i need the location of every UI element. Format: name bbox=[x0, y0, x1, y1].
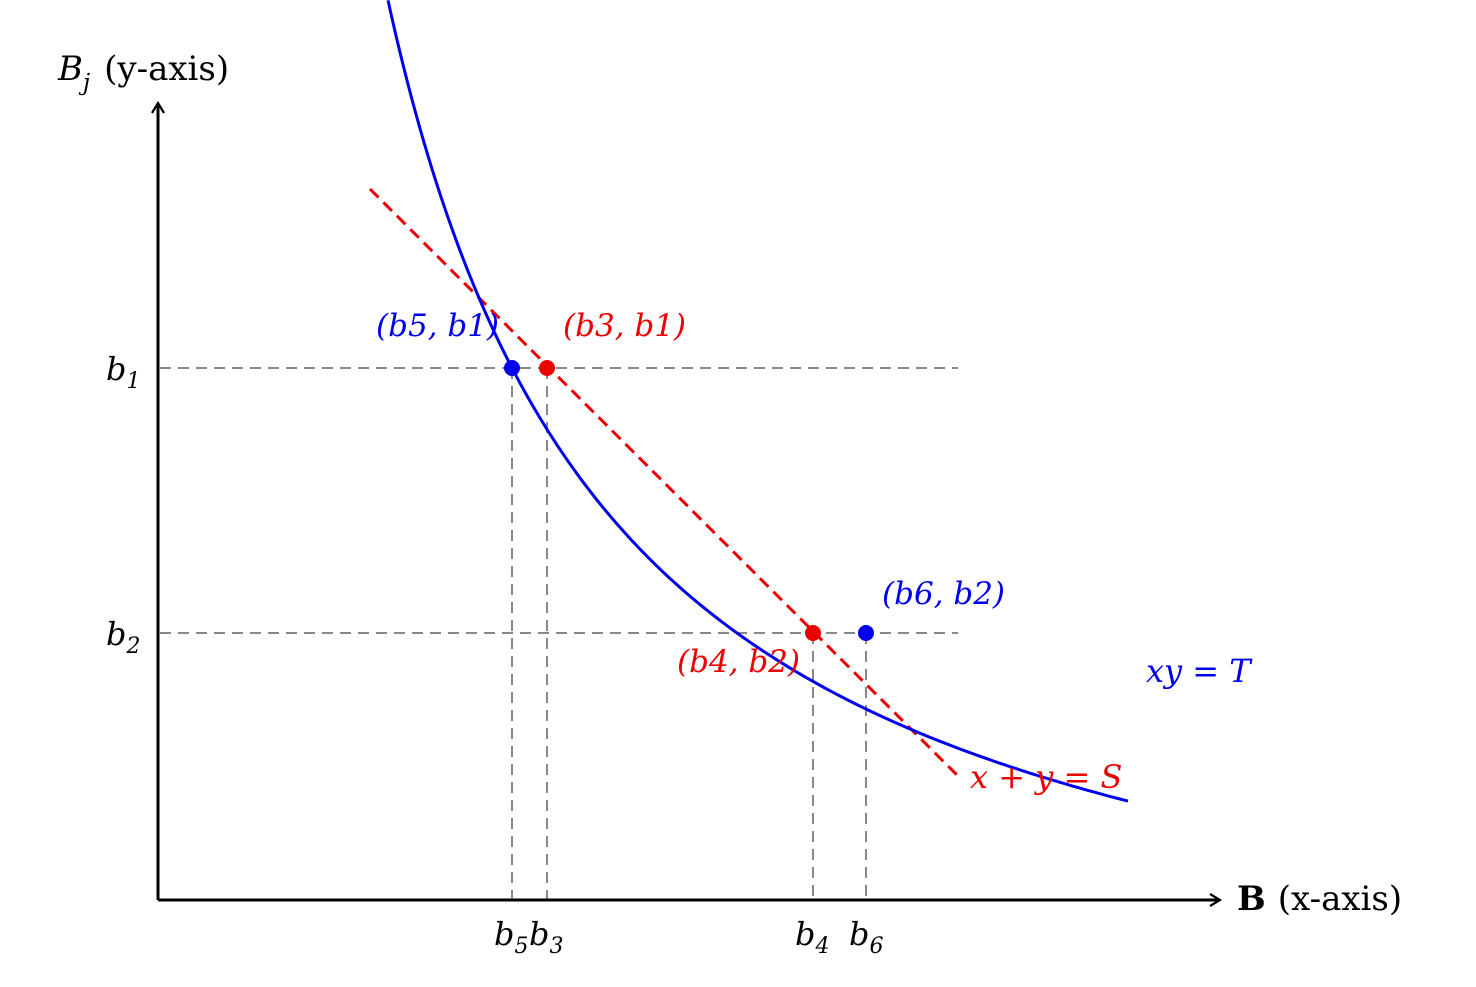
sum-line bbox=[368, 187, 960, 778]
y-tick-b2: b2 bbox=[106, 615, 140, 659]
y-tick-b1: b1 bbox=[106, 350, 140, 394]
x-tick-b6: b6 bbox=[849, 915, 883, 959]
x-tick-b3: b3 bbox=[529, 915, 563, 959]
x-tick-b5: b5 bbox=[494, 915, 528, 959]
x-tick-b4: b4 bbox=[795, 915, 829, 959]
x-axis-label: B (x-axis) bbox=[1237, 879, 1402, 919]
point-b4-b2 bbox=[805, 625, 821, 641]
label-point-b3-b1: (b3, b1) bbox=[563, 308, 686, 344]
product-curve bbox=[386, 0, 1129, 803]
sum-line-label: x + y = S bbox=[970, 758, 1122, 796]
label-point-b4-b2: (b4, b2) bbox=[677, 644, 800, 680]
point-b6-b2 bbox=[858, 625, 874, 641]
point-b3-b1 bbox=[539, 360, 555, 376]
product-curve-label: xy = T bbox=[1146, 652, 1253, 690]
label-point-b6-b2: (b6, b2) bbox=[882, 576, 1005, 612]
guide-lines bbox=[160, 367, 958, 900]
label-point-b5-b1: (b5, b1) bbox=[376, 308, 499, 344]
point-b5-b1 bbox=[504, 360, 520, 376]
y-axis-label: Bj (y-axis) bbox=[57, 49, 229, 96]
